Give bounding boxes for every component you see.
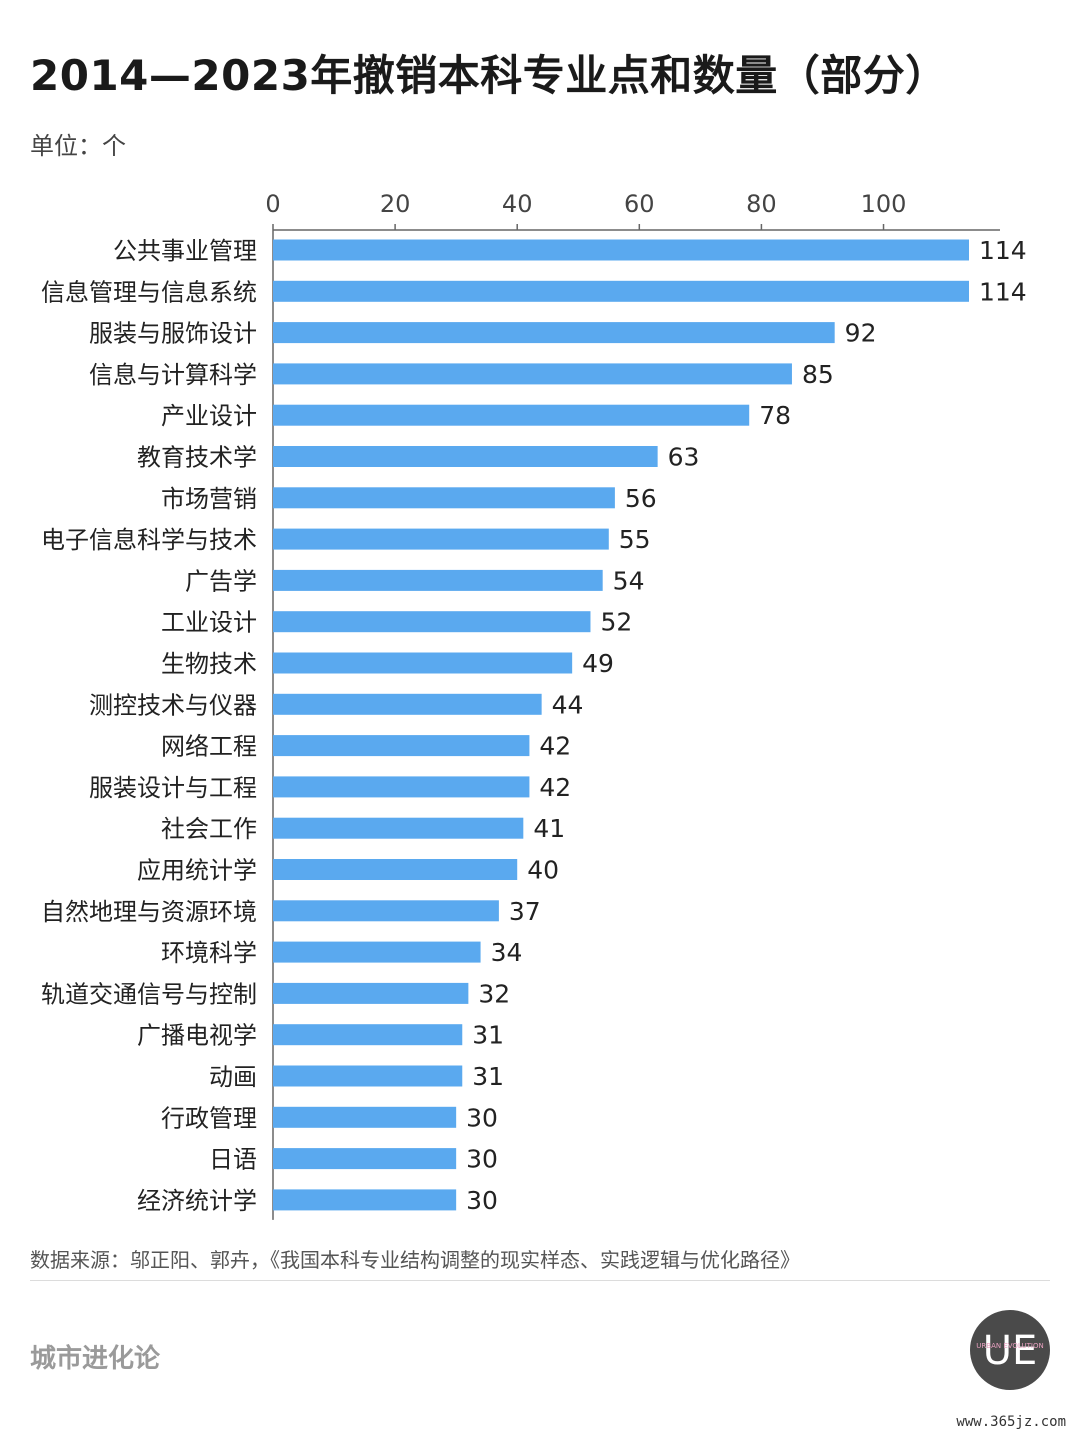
- x-axis: 0 20 40 60 80 100: [265, 190, 1000, 1220]
- category-label: 工业设计: [161, 609, 257, 637]
- bars: [273, 239, 969, 1211]
- bar: [273, 693, 542, 715]
- category-label: 广播电视学: [137, 1022, 257, 1050]
- bar: [273, 611, 591, 633]
- svg-text:URBAN EVOLUTION: URBAN EVOLUTION: [976, 1342, 1043, 1350]
- value-label: 63: [668, 443, 700, 472]
- bar: [273, 528, 609, 550]
- unit-label: 单位：个: [30, 132, 126, 160]
- value-label: 85: [802, 360, 834, 389]
- category-label: 经济统计学: [137, 1187, 257, 1215]
- category-label: 行政管理: [161, 1104, 257, 1132]
- bar: [273, 239, 969, 261]
- category-label: 公共事业管理: [113, 237, 257, 265]
- bar-chart: 0 20 40 60 80 100 公共事业管理信息管理与信息系统服装与服饰设计信息与计算…: [41, 190, 1027, 1220]
- value-label: 40: [527, 856, 559, 885]
- category-label: 网络工程: [161, 733, 257, 761]
- value-label: 30: [466, 1186, 498, 1215]
- bar: [273, 859, 518, 880]
- bar: [273, 1106, 457, 1128]
- bar: [273, 1189, 457, 1211]
- category-label: 应用统计学: [137, 857, 257, 885]
- value-label: 49: [582, 649, 614, 678]
- category-label: 服装与服饰设计: [89, 320, 257, 348]
- value-label: 30: [466, 1103, 498, 1132]
- bar: [273, 280, 969, 302]
- value-label: 32: [478, 979, 510, 1008]
- category-label: 轨道交通信号与控制: [41, 980, 257, 1008]
- value-label: 56: [625, 484, 657, 513]
- bar: [273, 1065, 463, 1087]
- bar: [273, 941, 481, 963]
- bar: [273, 776, 530, 798]
- bar: [273, 982, 469, 1004]
- bar: [273, 900, 499, 922]
- footer-url: www.365jz.com: [956, 1414, 1066, 1430]
- brand-name: 城市进化论: [30, 1344, 161, 1374]
- category-label: 信息与计算科学: [89, 361, 257, 389]
- value-label: 31: [472, 1021, 504, 1050]
- bar: [273, 1024, 463, 1046]
- value-label: 37: [509, 897, 541, 926]
- value-label: 78: [759, 401, 791, 430]
- value-label: 55: [619, 525, 651, 554]
- category-label: 生物技术: [161, 650, 257, 678]
- value-label: 114: [979, 236, 1027, 265]
- category-label: 产业设计: [161, 402, 257, 430]
- category-label: 信息管理与信息系统: [41, 278, 257, 306]
- divider: [30, 1280, 1050, 1281]
- value-label: 41: [533, 814, 565, 843]
- value-label: 34: [491, 938, 523, 967]
- value-label: 44: [552, 690, 584, 719]
- urban-evolution-logo: UE URBAN EVOLUTION: [970, 1310, 1050, 1390]
- bar: [273, 817, 524, 839]
- bar: [273, 322, 835, 344]
- category-label: 社会工作: [161, 815, 257, 843]
- category-label: 测控技术与仪器: [89, 691, 257, 719]
- x-tick-label: 40: [502, 190, 533, 218]
- category-label: 市场营销: [161, 485, 257, 513]
- category-labels: 公共事业管理信息管理与信息系统服装与服饰设计信息与计算科学产业设计教育技术学市场…: [41, 237, 257, 1215]
- bar: [273, 1148, 457, 1170]
- category-label: 电子信息科学与技术: [41, 526, 257, 554]
- bar: [273, 652, 573, 674]
- bar: [273, 446, 658, 467]
- bar: [273, 569, 603, 591]
- chart-title: 2014—2023年撤销本科专业点和数量（部分）: [30, 51, 948, 100]
- x-tick-label: 0: [265, 190, 280, 218]
- category-label: 广告学: [185, 567, 257, 595]
- bar: [273, 404, 750, 426]
- x-tick-label: 100: [861, 190, 907, 218]
- category-label: 教育技术学: [137, 444, 257, 472]
- x-tick-label: 80: [746, 190, 777, 218]
- bar: [273, 735, 530, 757]
- x-tick-label: 20: [380, 190, 411, 218]
- bar: [273, 487, 615, 509]
- value-label: 52: [600, 608, 632, 637]
- value-label: 114: [979, 277, 1027, 306]
- category-label: 动画: [209, 1063, 257, 1091]
- value-label: 42: [539, 773, 571, 802]
- value-label: 54: [613, 566, 645, 595]
- value-label: 42: [539, 732, 571, 761]
- value-label: 92: [845, 319, 877, 348]
- bar: [273, 363, 792, 385]
- data-source: 数据来源：邬正阳、郭卉，《我国本科专业结构调整的现实样态、实践逻辑与优化路径》: [30, 1248, 800, 1272]
- svg-text:UE: UE: [983, 1328, 1038, 1374]
- category-label: 服装设计与工程: [89, 774, 257, 802]
- category-label: 自然地理与资源环境: [41, 898, 257, 926]
- value-label: 31: [472, 1062, 504, 1091]
- category-label: 日语: [209, 1146, 257, 1174]
- value-labels: 114 114 92 85 78 63 56 55 54 52 49 44 42 42 41 40 37 34 32…: [466, 236, 1027, 1215]
- category-label: 环境科学: [161, 939, 257, 967]
- x-tick-label: 60: [624, 190, 655, 218]
- value-label: 30: [466, 1145, 498, 1174]
